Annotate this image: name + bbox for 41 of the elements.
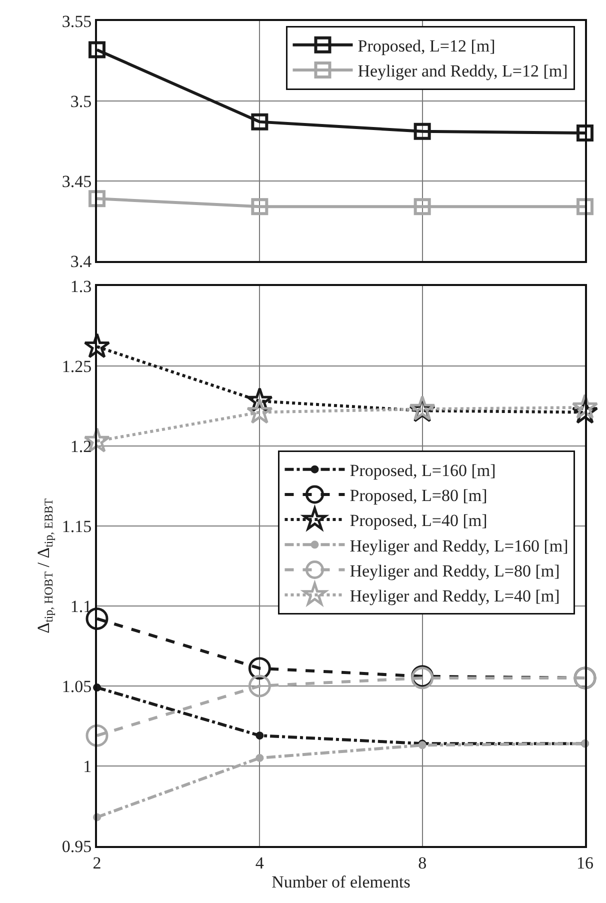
legend-label: Heyliger and Reddy, L=12 [m] [358, 62, 568, 81]
y-tick-label: 0.95 [62, 836, 92, 856]
y-tick-label: 3.45 [62, 172, 92, 191]
x-axis-title: Number of elements [272, 872, 410, 892]
y-tick-label: 1.3 [70, 276, 92, 296]
point [251, 198, 268, 216]
point [86, 724, 108, 747]
point [251, 113, 268, 130]
x-tick-label: 8 [418, 853, 427, 872]
point [88, 41, 106, 58]
legend-label: Heyliger and Reddy, L=80 [m] [350, 561, 560, 580]
y-tick-label: 1 [83, 756, 92, 776]
y-tick-label: 3.5 [70, 92, 92, 111]
legend-label: Heyliger and Reddy, L=160 [m] [350, 536, 568, 556]
point [414, 198, 431, 216]
point [576, 124, 594, 142]
legend-label: Proposed, L=160 [m] [350, 460, 496, 480]
point [248, 657, 271, 680]
x-tick-label: 16 [576, 853, 594, 872]
x-tick-label: 4 [255, 853, 264, 872]
point [248, 674, 271, 698]
point [246, 398, 273, 424]
legend-label: Heyliger and Reddy, L=40 [m] [350, 586, 560, 606]
legend-label: Proposed, L=12 [m] [358, 36, 496, 56]
y-tick-label: 1.05 [62, 676, 92, 696]
point [84, 332, 110, 358]
legend-label: Proposed, L=40 [m] [350, 511, 488, 530]
y-tick-label: 1.2 [70, 436, 92, 456]
point [414, 122, 431, 140]
y-tick-label: 3.55 [62, 12, 92, 31]
legend-label: Proposed, L=80 [m] [350, 486, 488, 506]
point [256, 754, 264, 762]
point [572, 394, 598, 419]
point [576, 198, 594, 216]
y-tick-label: 3.4 [70, 252, 92, 272]
point [88, 190, 106, 208]
y-tick-label: 1.15 [62, 516, 92, 536]
y-tick-label: 1.25 [62, 356, 92, 376]
point [256, 732, 264, 740]
y-tick-label: 1.1 [70, 596, 92, 616]
x-tick-label: 2 [92, 853, 102, 872]
